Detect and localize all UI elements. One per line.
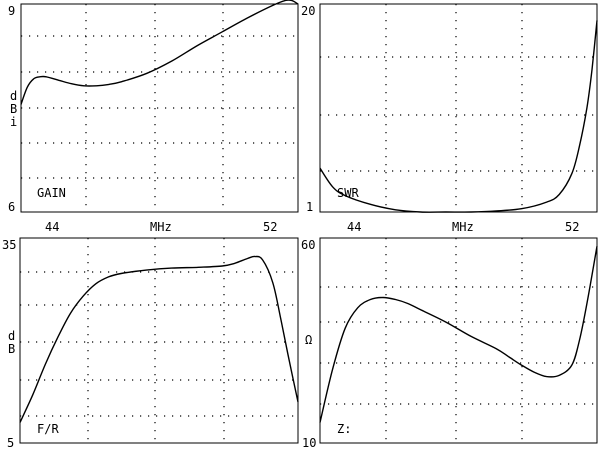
z-grid bbox=[320, 238, 597, 443]
z-chart: 60 10 Ω Z: bbox=[301, 237, 598, 450]
gain-y-tick-label: 9 bbox=[8, 4, 15, 18]
fr-y-axis-label: d B bbox=[8, 329, 22, 356]
fr-title: F/R bbox=[37, 422, 59, 436]
fr-series-line bbox=[19, 255, 299, 423]
gain-plot-area bbox=[20, 0, 299, 213]
swr-title: SWR bbox=[337, 186, 359, 200]
swr-x-axis-label: MHz bbox=[452, 220, 474, 234]
swr-x-tick-label: 52 bbox=[565, 220, 579, 234]
swr-series-line bbox=[319, 20, 598, 213]
z-frame bbox=[319, 237, 598, 444]
fr-frame bbox=[19, 237, 299, 444]
z-plot-area bbox=[319, 237, 598, 444]
gain-y-axis-label: d B i bbox=[10, 89, 24, 129]
z-y-tick-label: 60 bbox=[301, 238, 315, 252]
gain-y-axis-label-char: B bbox=[10, 102, 17, 116]
gain-x-axis-label: MHz bbox=[150, 220, 172, 234]
gain-frame bbox=[20, 3, 299, 213]
gain-x-tick-label: 44 bbox=[45, 220, 59, 234]
fr-plot-area bbox=[19, 237, 299, 444]
gain-title: GAIN bbox=[37, 186, 66, 200]
swr-x-tick-label: 44 bbox=[347, 220, 361, 234]
z-y-axis-label: Ω bbox=[305, 333, 312, 347]
gain-y-axis-label-char: i bbox=[10, 115, 17, 129]
z-series-line bbox=[319, 246, 598, 423]
swr-plot-area bbox=[319, 3, 598, 213]
swr-grid bbox=[320, 4, 597, 212]
z-y-tick-label: 10 bbox=[302, 436, 316, 450]
fr-y-axis-label-char: d bbox=[8, 329, 15, 343]
gain-y-tick-label: 6 bbox=[8, 200, 15, 214]
fr-chart: 35 5 d B F/R bbox=[2, 237, 299, 450]
gain-x-tick-label: 52 bbox=[263, 220, 277, 234]
swr-frame bbox=[319, 3, 598, 213]
gain-series-line bbox=[20, 0, 299, 105]
fr-y-axis-label-char: B bbox=[8, 342, 15, 356]
gain-y-axis-label-char: d bbox=[10, 89, 17, 103]
gain-grid bbox=[21, 4, 298, 212]
swr-y-tick-label: 1 bbox=[306, 200, 313, 214]
gain-chart: 9 6 d B i 44 52 MHz GAIN bbox=[8, 0, 299, 234]
swr-chart: 20 1 44 52 MHz SWR bbox=[301, 3, 598, 234]
z-title: Z: bbox=[337, 422, 351, 436]
swr-y-tick-label: 20 bbox=[301, 4, 315, 18]
fr-y-tick-label: 35 bbox=[2, 238, 16, 252]
fr-y-tick-label: 5 bbox=[7, 436, 14, 450]
